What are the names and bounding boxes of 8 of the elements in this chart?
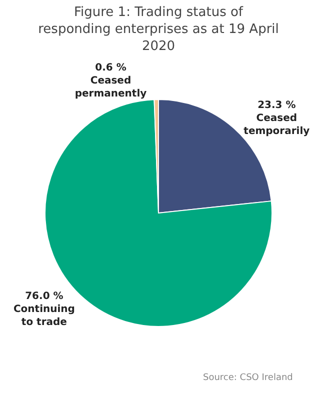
data-label: 76.0 % <box>25 290 64 302</box>
data-label: 0.6 % <box>95 62 126 74</box>
source-note: Source: CSO Ireland <box>203 373 293 383</box>
data-label: 23.3 % <box>258 100 296 111</box>
chart-title: Figure 1: Trading status of responding enterprises as at 19 April 2020 <box>38 5 279 54</box>
slice-label: Ceased permanently <box>74 76 148 100</box>
slice-label: Ceased temporarily <box>244 112 310 137</box>
slice-label: Continuing to trade <box>13 304 75 328</box>
